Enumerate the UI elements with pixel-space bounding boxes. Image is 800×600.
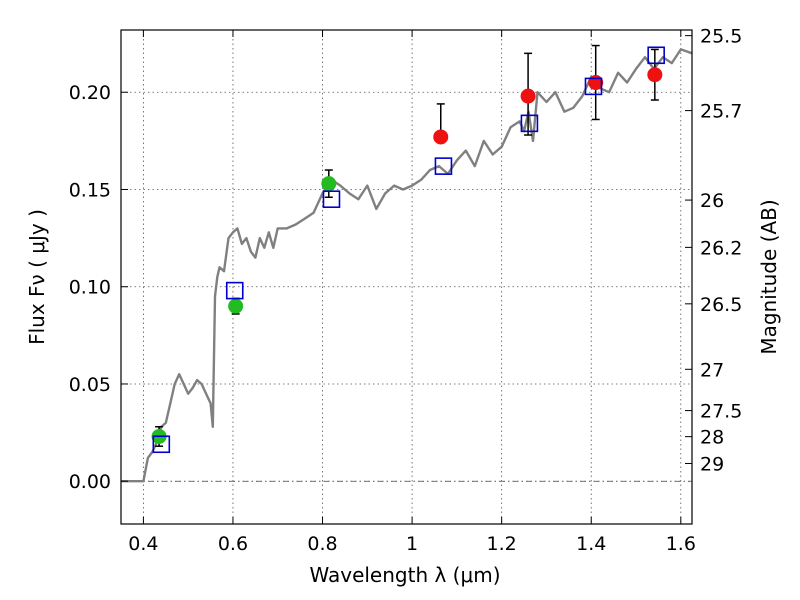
model-photometry-square xyxy=(434,157,453,175)
y2-tick-label: 26 xyxy=(700,190,724,212)
photometry-point xyxy=(520,88,536,104)
y2-tick-label: 27.5 xyxy=(700,401,742,423)
x-tick-label: 1.6 xyxy=(666,533,696,555)
tick-layer xyxy=(121,30,692,524)
y2-axis-label: Magnitude (AB) xyxy=(757,199,781,354)
photometry-point xyxy=(228,298,244,314)
y-tick-label: 0.10 xyxy=(69,277,111,299)
marker-layer xyxy=(151,46,665,454)
model-photometry-square xyxy=(584,77,603,96)
label-layer: 0.4 0.6 0.8 1 1.2 1.4 1.6 0.00 0.05 0.10 0.15 0.20 2… xyxy=(69,26,743,555)
model-photometry-square xyxy=(647,46,665,65)
spectrum-layer xyxy=(121,48,693,483)
x-axis-label: Wavelength λ (μm) xyxy=(309,563,500,587)
model-spectrum-line xyxy=(121,48,693,483)
model-photometry-square xyxy=(322,190,341,209)
y2-tick-label: 28 xyxy=(700,427,724,449)
x-tick-label: 0.8 xyxy=(307,533,337,555)
photometry-point xyxy=(647,67,663,83)
errorbar-layer xyxy=(155,44,659,447)
y2-tick-label: 27 xyxy=(700,359,724,381)
model-photometry-square xyxy=(225,281,244,300)
x-tick-label: 1 xyxy=(406,533,418,555)
y-tick-label: 0.00 xyxy=(69,471,111,493)
plot-frame xyxy=(120,29,693,525)
y-tick-label: 0.20 xyxy=(69,82,111,104)
y-tick-label: 0.05 xyxy=(69,374,111,396)
y2-tick-label: 26.2 xyxy=(700,237,742,259)
model-photometry-square xyxy=(520,114,539,133)
y2-tick-label: 29 xyxy=(700,453,724,475)
x-tick-label: 0.4 xyxy=(128,533,158,555)
model-photometry-square xyxy=(152,435,171,454)
y2-tick-label: 25.5 xyxy=(700,26,742,48)
y2-tick-label: 26.5 xyxy=(700,294,742,316)
grid-layer xyxy=(121,30,692,524)
y-tick-label: 0.15 xyxy=(69,179,111,201)
x-tick-label: 0.6 xyxy=(218,533,248,555)
y2-tick-label: 25.7 xyxy=(700,101,742,123)
photometry-point xyxy=(321,176,337,192)
y-axis-label: Flux Fν ( μJy ) xyxy=(25,209,49,345)
x-tick-label: 1.2 xyxy=(487,533,517,555)
x-tick-label: 1.4 xyxy=(576,533,606,555)
photometry-point xyxy=(433,129,449,145)
